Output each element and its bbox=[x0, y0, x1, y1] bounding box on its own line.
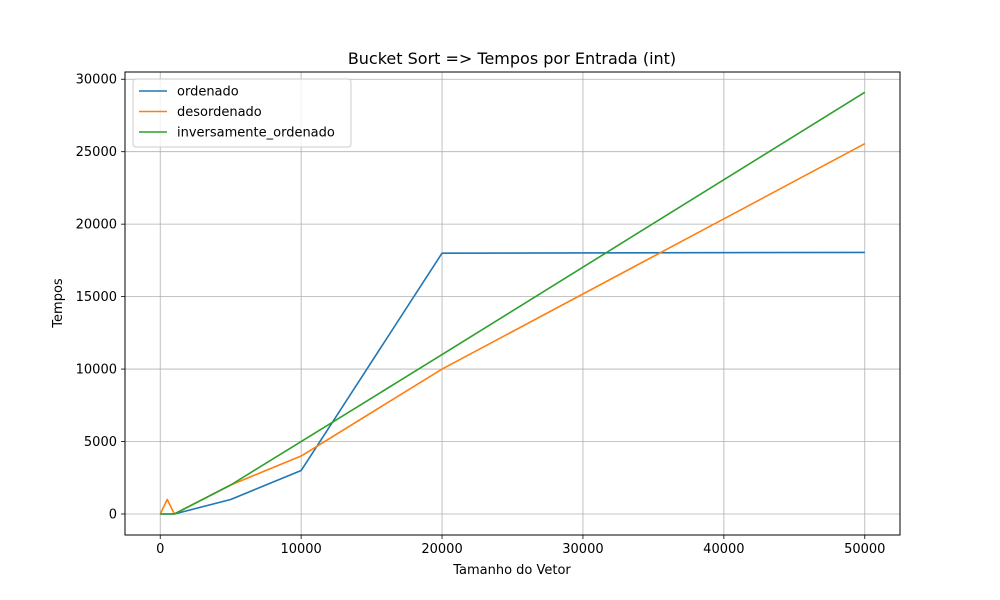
legend: ordenado desordenado inversamente_ordenado bbox=[132, 78, 352, 148]
x-tick-label: 50000 bbox=[844, 542, 885, 557]
y-tick-label: 20000 bbox=[76, 218, 117, 233]
y-tick-label: 5000 bbox=[84, 435, 117, 450]
y-tick-label: 10000 bbox=[76, 363, 117, 378]
legend-box bbox=[132, 78, 352, 148]
y-tick-label: 15000 bbox=[76, 290, 117, 305]
x-tick-label: 10000 bbox=[280, 542, 321, 557]
y-tick-label: 30000 bbox=[76, 73, 117, 88]
x-axis-ticks: 0 10000 20000 30000 40000 50000 bbox=[156, 535, 885, 557]
y-tick-label: 0 bbox=[109, 507, 117, 522]
series-line-ordenado bbox=[160, 251, 865, 515]
y-tick-label: 25000 bbox=[76, 145, 117, 160]
y-axis-ticks: 0 5000 10000 15000 20000 25000 30000 bbox=[76, 73, 125, 522]
x-tick-label: 40000 bbox=[703, 542, 744, 557]
chart-title: Bucket Sort => Tempos por Entrada (int) bbox=[348, 49, 676, 68]
x-axis-label: Tamanho do Vetor bbox=[452, 563, 571, 578]
x-tick-label: 20000 bbox=[421, 542, 462, 557]
legend-label: desordenado bbox=[177, 105, 262, 120]
legend-label: ordenado bbox=[177, 85, 239, 100]
legend-entry: inversamente_ordenado bbox=[139, 126, 335, 141]
plot-frame bbox=[124, 71, 901, 536]
series-line-desordenado bbox=[159, 143, 866, 515]
y-axis-label: Tempos bbox=[51, 278, 66, 329]
legend-label: inversamente_ordenado bbox=[177, 126, 335, 141]
series-line-inversamente_ordenado bbox=[160, 91, 866, 515]
legend-entry: ordenado bbox=[139, 85, 239, 100]
series-layer bbox=[159, 91, 866, 515]
legend-entry: desordenado bbox=[139, 105, 262, 120]
x-tick-label: 30000 bbox=[562, 542, 603, 557]
grid bbox=[125, 72, 900, 535]
x-tick-label: 0 bbox=[156, 542, 164, 557]
